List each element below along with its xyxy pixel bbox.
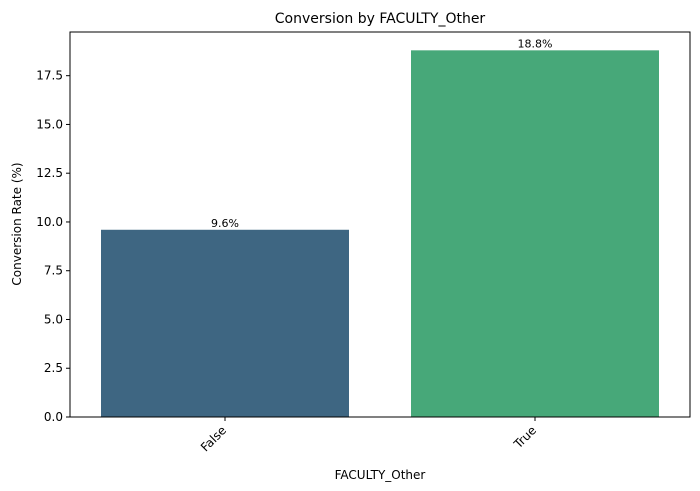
x-tick-label-false: False bbox=[198, 423, 229, 454]
data-label-false: 9.6% bbox=[211, 217, 239, 230]
x-axis-label: FACULTY_Other bbox=[335, 468, 426, 482]
axes-frame bbox=[69, 31, 691, 418]
plot-area: 9.6% 18.8% 0.0 2.5 5.0 7.5 10.0 12.5 15.0 17.5 Fal… bbox=[36, 31, 691, 454]
y-tick-label: 0.0 bbox=[44, 410, 63, 424]
chart-title: Conversion by FACULTY_Other bbox=[275, 11, 486, 27]
y-tick-label: 2.5 bbox=[44, 361, 63, 375]
y-tick-label: 12.5 bbox=[36, 166, 63, 180]
y-tick-label: 15.0 bbox=[36, 117, 63, 131]
y-tick-label: 5.0 bbox=[44, 312, 63, 326]
y-tick-label: 10.0 bbox=[36, 215, 63, 229]
x-tick-label-true: True bbox=[510, 423, 539, 452]
y-tick-label: 17.5 bbox=[36, 69, 63, 83]
y-tick-label: 7.5 bbox=[44, 264, 63, 278]
y-axis-label: Conversion Rate (%) bbox=[10, 162, 24, 285]
data-label-true: 18.8% bbox=[518, 37, 553, 50]
bar-false bbox=[101, 229, 349, 417]
bar-true bbox=[411, 50, 659, 417]
